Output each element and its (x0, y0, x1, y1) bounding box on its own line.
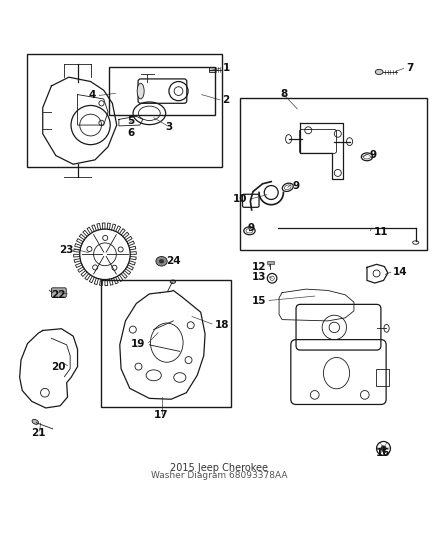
Circle shape (381, 446, 386, 451)
Text: 9: 9 (369, 150, 376, 160)
Text: 8: 8 (281, 89, 288, 99)
Bar (27, 54, 223, 167)
Text: 24: 24 (166, 256, 180, 266)
FancyBboxPatch shape (51, 288, 66, 297)
Text: 2015 Jeep Cherokee: 2015 Jeep Cherokee (170, 463, 268, 473)
Bar (209, 67, 215, 72)
Text: 21: 21 (31, 428, 46, 438)
Text: 2: 2 (223, 95, 230, 105)
Text: 23: 23 (59, 245, 73, 255)
Text: 13: 13 (251, 272, 266, 282)
Ellipse shape (159, 260, 164, 263)
Text: 16: 16 (376, 448, 391, 458)
Ellipse shape (170, 280, 176, 284)
Text: 15: 15 (251, 296, 266, 306)
Ellipse shape (137, 83, 144, 99)
Text: 4: 4 (89, 91, 96, 100)
Text: 7: 7 (406, 63, 413, 74)
Text: 20: 20 (51, 362, 66, 373)
Text: 22: 22 (51, 290, 66, 300)
Bar (110, 67, 215, 115)
Text: 9: 9 (293, 181, 300, 191)
Text: 12: 12 (251, 262, 266, 271)
Text: Washer Diagram 68093378AA: Washer Diagram 68093378AA (151, 471, 287, 480)
Text: 6: 6 (127, 128, 135, 139)
Bar (240, 98, 427, 250)
Text: 14: 14 (393, 267, 408, 277)
Text: 17: 17 (154, 410, 169, 421)
Bar (101, 280, 231, 407)
Text: 18: 18 (215, 320, 229, 330)
Text: 19: 19 (131, 339, 145, 349)
Text: 11: 11 (374, 227, 388, 237)
Text: 9: 9 (247, 223, 254, 233)
Text: 10: 10 (233, 195, 247, 205)
Ellipse shape (32, 419, 39, 424)
Text: 3: 3 (165, 122, 173, 132)
Bar (376, 369, 389, 386)
Bar (267, 261, 274, 264)
Ellipse shape (156, 256, 167, 266)
Text: 5: 5 (127, 116, 135, 126)
Text: 1: 1 (223, 63, 230, 74)
Ellipse shape (375, 69, 383, 75)
